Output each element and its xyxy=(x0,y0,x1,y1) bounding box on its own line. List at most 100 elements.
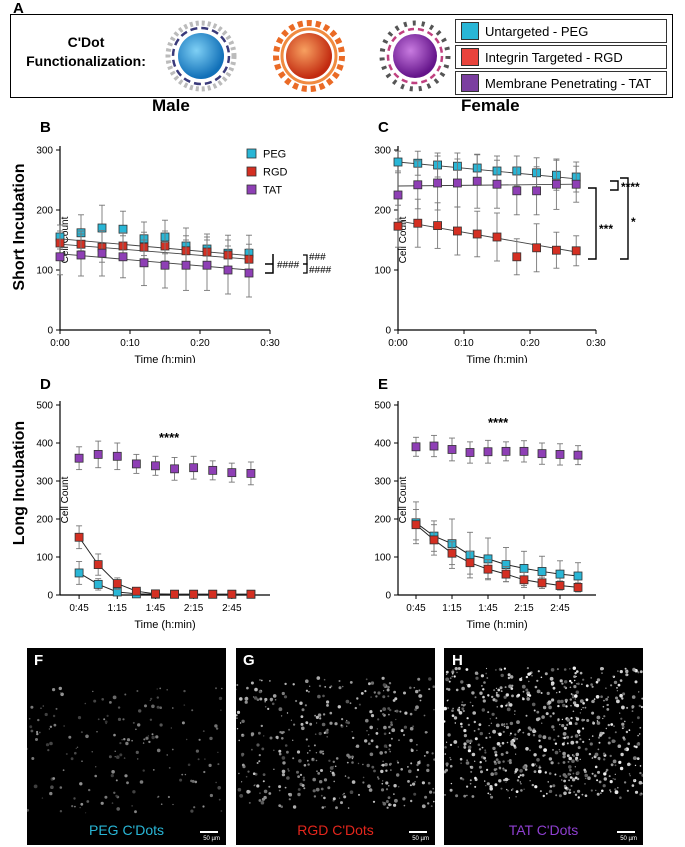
cell-dot xyxy=(73,797,76,800)
cell-dot xyxy=(596,779,599,782)
cell-dot xyxy=(469,742,472,745)
cell-dot xyxy=(324,806,326,808)
cell-dot xyxy=(489,736,492,739)
cell-dot xyxy=(333,780,335,783)
cell-dot xyxy=(593,774,597,778)
cell-dot xyxy=(390,737,393,740)
cell-dot xyxy=(531,675,533,677)
cell-dot xyxy=(462,709,465,713)
cell-dot xyxy=(500,787,503,790)
cell-dot xyxy=(409,712,413,716)
cell-dot xyxy=(402,733,406,737)
cell-dot xyxy=(484,780,486,782)
cell-dot xyxy=(574,793,578,796)
cell-dot xyxy=(482,695,485,699)
cell-dot xyxy=(382,707,387,711)
cell-dot xyxy=(516,779,520,782)
cell-dot xyxy=(563,726,567,730)
micrograph-tat-label: TAT C'Dots xyxy=(508,822,579,838)
cell-dot xyxy=(284,786,287,789)
cell-dot xyxy=(506,723,508,725)
cell-dot xyxy=(521,684,526,689)
cell-dot xyxy=(430,805,433,807)
cell-dot xyxy=(288,798,291,801)
cell-dot xyxy=(516,720,520,724)
cell-dot xyxy=(281,756,286,760)
cell-dot xyxy=(636,757,640,760)
cell-dot xyxy=(616,690,619,692)
cell-dot xyxy=(388,748,391,751)
cell-dot xyxy=(260,800,265,805)
cell-dot xyxy=(463,734,467,738)
cell-dot xyxy=(387,695,390,698)
cell-dot xyxy=(469,701,472,704)
cell-dot xyxy=(124,693,127,696)
y-tick-label-d-4: 400 xyxy=(36,439,53,450)
cell-dot xyxy=(143,738,146,741)
cell-dot xyxy=(74,751,77,755)
cell-dot xyxy=(602,731,605,735)
cell-dot xyxy=(582,702,585,705)
cell-dot xyxy=(500,673,504,678)
cell-dot xyxy=(375,745,379,749)
cell-dot xyxy=(260,724,263,728)
cell-dot xyxy=(388,732,391,734)
cell-dot xyxy=(621,697,624,700)
cell-dot xyxy=(282,761,286,765)
cell-dot xyxy=(450,758,452,761)
cell-dot xyxy=(431,752,434,755)
point-e-tat-0 xyxy=(411,442,421,452)
x-tick-label-b-0: 0:00 xyxy=(50,338,70,349)
cell-dot xyxy=(403,725,407,729)
cell-dot xyxy=(508,778,510,781)
cell-dot xyxy=(637,734,639,737)
cell-dot xyxy=(570,681,573,684)
cell-dot xyxy=(278,785,282,789)
cell-dot xyxy=(369,725,373,730)
cell-dot xyxy=(104,795,108,799)
cell-dot xyxy=(179,778,183,782)
cell-dot xyxy=(151,733,154,736)
cell-dot xyxy=(557,699,561,704)
cell-dot xyxy=(393,690,396,694)
cell-dot xyxy=(557,719,559,722)
cell-dot xyxy=(557,735,560,738)
cell-dot xyxy=(256,698,260,701)
cell-dot xyxy=(241,734,244,736)
cell-dot xyxy=(246,686,249,690)
cell-dot xyxy=(283,695,288,699)
x-tick-label-c-2: 0:20 xyxy=(520,338,540,349)
cell-dot xyxy=(338,686,342,690)
point-e-tat-7 xyxy=(537,449,547,459)
cell-dot xyxy=(383,690,385,692)
cell-dot xyxy=(198,738,201,741)
cell-dot xyxy=(93,699,97,703)
cell-dot xyxy=(387,707,391,710)
cell-dot xyxy=(269,680,271,682)
cell-dot xyxy=(326,728,329,732)
cell-dot xyxy=(292,757,295,760)
bracket-b-upper xyxy=(303,254,308,265)
annotation-b-1: #### xyxy=(277,260,300,271)
cell-dot xyxy=(208,763,212,767)
cell-dot xyxy=(563,668,567,671)
cell-dot xyxy=(626,789,629,792)
cell-dot xyxy=(111,802,114,804)
cell-dot xyxy=(366,763,370,768)
cell-dot xyxy=(397,785,400,788)
cell-dot xyxy=(566,723,569,726)
cell-dot xyxy=(413,792,417,796)
cell-dot xyxy=(486,768,489,771)
cell-dot xyxy=(514,733,517,736)
cell-dot xyxy=(544,771,547,774)
cell-dot xyxy=(181,721,185,725)
cell-dot xyxy=(575,758,578,761)
cell-dot xyxy=(264,700,266,703)
cell-dot xyxy=(284,744,288,747)
cell-dot xyxy=(488,732,490,735)
y-tick-label-e-4: 400 xyxy=(374,439,391,450)
cell-dot xyxy=(393,793,395,795)
cell-dot xyxy=(382,780,384,782)
cell-dot xyxy=(546,691,550,695)
cell-dot xyxy=(503,723,506,725)
